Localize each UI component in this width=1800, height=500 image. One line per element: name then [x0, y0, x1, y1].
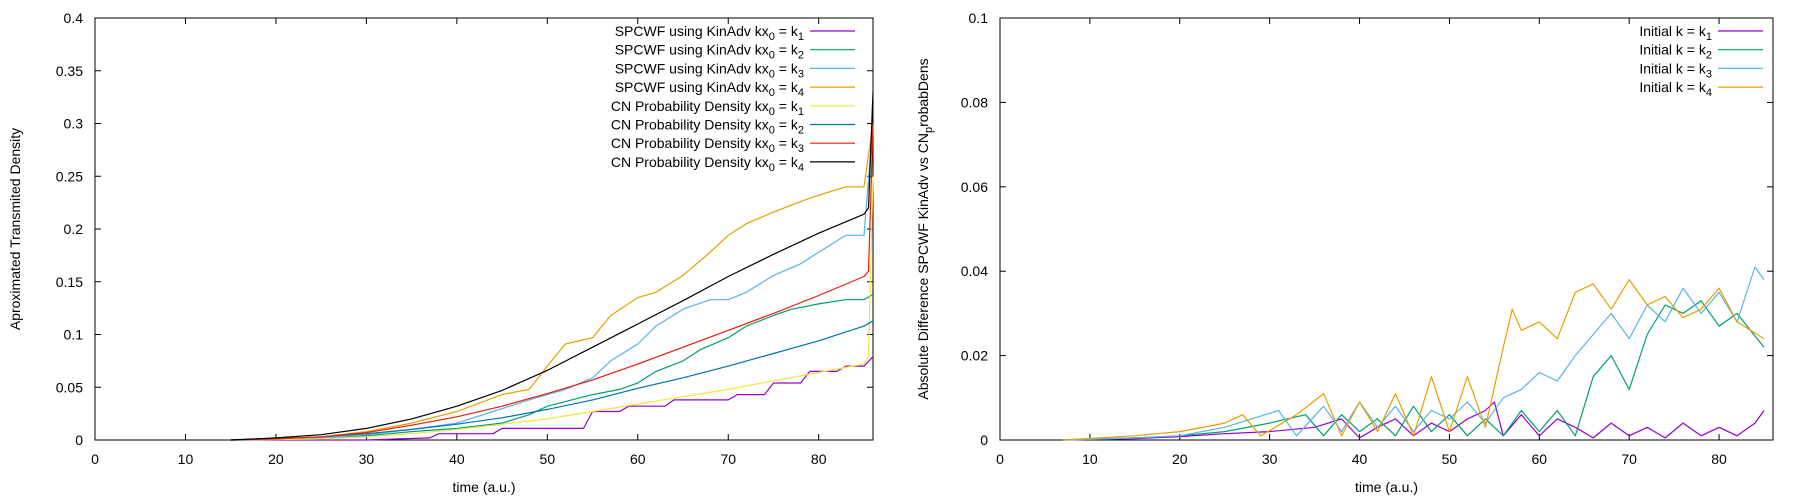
- y-axis-label: Absolute Difference SPCWF KinAdv vs CNpr…: [915, 58, 935, 399]
- legend-entry: Initial k = k2: [1639, 42, 1763, 62]
- y-tick-label: 0: [980, 432, 988, 448]
- legend-entry: SPCWF using KinAdv kx0 = k2: [615, 42, 855, 62]
- y-tick-label: 0.08: [961, 94, 988, 110]
- legend-entry: CN Probability Density kx0 = k2: [611, 117, 855, 137]
- series-line-8: [230, 91, 874, 441]
- series-line-2: [230, 293, 874, 441]
- legend-label: CN Probability Density kx0 = k1: [611, 98, 804, 118]
- series-line-4: [230, 123, 874, 441]
- legend-entry: SPCWF using KinAdv kx0 = k4: [615, 79, 855, 99]
- y-tick-label: 0.1: [969, 10, 989, 26]
- y-tick-label: 0.02: [961, 348, 988, 364]
- y-tick-label: 0.25: [56, 168, 83, 184]
- y-tick-label: 0.06: [961, 179, 988, 195]
- legend-entry: Initial k = k1: [1639, 23, 1763, 43]
- legend-label: Initial k = k3: [1639, 60, 1712, 80]
- legend-entry: CN Probability Density kx0 = k4: [611, 154, 855, 174]
- x-tick-label: 10: [178, 451, 194, 467]
- x-tick-label: 70: [720, 451, 736, 467]
- y-tick-label: 0.04: [961, 263, 988, 279]
- x-tick-label: 60: [1532, 451, 1548, 467]
- legend-label: CN Probability Density kx0 = k2: [611, 117, 804, 137]
- legend-label: Initial k = k4: [1639, 79, 1712, 99]
- legend-label: Initial k = k2: [1639, 42, 1712, 62]
- x-axis-label: time (a.u.): [1355, 479, 1418, 495]
- series-line-2: [1062, 300, 1765, 441]
- x-tick-label: 20: [1172, 451, 1188, 467]
- left-chart-panel: 0 10 20 30 40 50 60 70 80 0 0.05 0.1 0.15 0.2 0.25 0.3 0…: [7, 10, 874, 495]
- legend-label: Initial k = k1: [1639, 23, 1712, 43]
- plot-frame: [999, 17, 1774, 441]
- y-tick-label: 0.05: [56, 379, 83, 395]
- series-line-7: [230, 123, 874, 441]
- series-line-1: [230, 356, 874, 441]
- x-tick-label: 80: [811, 451, 827, 467]
- legend-entry: Initial k = k3: [1639, 60, 1763, 80]
- x-tick-label: 50: [1442, 451, 1458, 467]
- legend-entry: CN Probability Density kx0 = k1: [611, 98, 855, 118]
- y-tick-label: 0.1: [64, 327, 84, 343]
- x-tick-label: 50: [540, 451, 556, 467]
- legend-label: CN Probability Density kx0 = k3: [611, 135, 804, 155]
- series-line-1: [1062, 401, 1765, 441]
- y-tick-label: 0.3: [64, 116, 84, 132]
- x-tick-label: 80: [1711, 451, 1727, 467]
- legend-entry: Initial k = k4: [1639, 79, 1763, 99]
- y-axis-label: Aproximated Transmited Density: [7, 128, 23, 330]
- x-tick-label: 30: [359, 451, 375, 467]
- x-tick-label: 10: [1082, 451, 1098, 467]
- legend-label: SPCWF using KinAdv kx0 = k4: [615, 79, 804, 99]
- y-tick-label: 0.2: [64, 221, 84, 237]
- legend-label: SPCWF using KinAdv kx0 = k3: [615, 60, 804, 80]
- x-tick-label: 20: [268, 451, 284, 467]
- x-tick-label: 70: [1621, 451, 1637, 467]
- legend-entry: SPCWF using KinAdv kx0 = k3: [615, 60, 855, 80]
- y-tick-label: 0.4: [64, 10, 84, 26]
- x-tick-label: 30: [1262, 451, 1278, 467]
- x-tick-label: 40: [449, 451, 465, 467]
- y-tick-label: 0: [75, 432, 83, 448]
- x-tick-label: 0: [91, 451, 99, 467]
- x-tick-label: 60: [630, 451, 646, 467]
- legend-label: SPCWF using KinAdv kx0 = k1: [615, 23, 804, 43]
- legend-entry: SPCWF using KinAdv kx0 = k1: [615, 23, 855, 43]
- x-tick-label: 0: [996, 451, 1004, 467]
- series-line-5: [230, 176, 874, 441]
- legend-entry: CN Probability Density kx0 = k3: [611, 135, 855, 155]
- series-line-4: [1062, 279, 1765, 441]
- series-line-3: [1062, 266, 1765, 441]
- right-chart-panel: 0 10 20 30 40 50 60 70 80 0 0.02 0.04 0.06 0.08 0.1 tim…: [915, 10, 1774, 495]
- legend-label: CN Probability Density kx0 = k4: [611, 154, 804, 174]
- x-axis-label: time (a.u.): [452, 479, 515, 495]
- y-tick-label: 0.15: [56, 274, 83, 290]
- x-tick-label: 40: [1352, 451, 1368, 467]
- legend-label: SPCWF using KinAdv kx0 = k2: [615, 42, 804, 62]
- y-tick-label: 0.35: [56, 63, 83, 79]
